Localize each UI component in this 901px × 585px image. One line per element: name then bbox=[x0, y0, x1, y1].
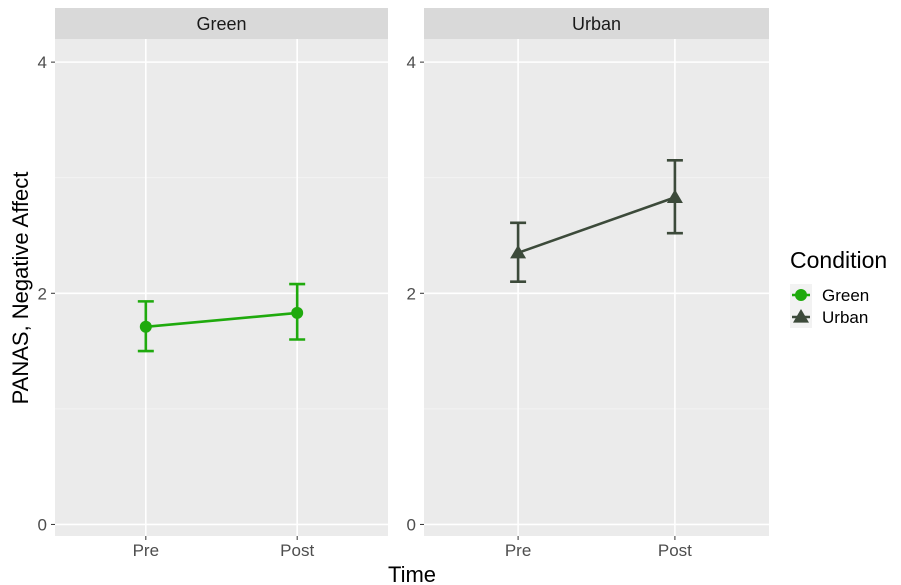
series-line-urban bbox=[517, 196, 676, 255]
legend-key-marker bbox=[795, 289, 807, 301]
data-point bbox=[666, 189, 683, 203]
y-tick-label: 0 bbox=[38, 515, 47, 534]
legend: Condition Green Urban bbox=[790, 247, 887, 328]
data-point bbox=[510, 244, 527, 259]
data-point bbox=[139, 320, 152, 333]
x-tick-label: Pre bbox=[133, 541, 159, 560]
series-line-green bbox=[145, 311, 298, 329]
legend-entries: Green Urban bbox=[790, 284, 869, 328]
legend-label: Green bbox=[822, 286, 869, 305]
legend-label: Urban bbox=[822, 308, 868, 327]
x-tick-label: Post bbox=[280, 541, 314, 560]
legend-title: Condition bbox=[790, 247, 887, 273]
strip-urban bbox=[424, 8, 769, 39]
strip-green bbox=[55, 8, 388, 39]
x-tick-label: Post bbox=[658, 541, 692, 560]
panel-urban: Urban bbox=[424, 8, 769, 536]
y-tick-label: 0 bbox=[407, 515, 416, 534]
x-axis-green: Pre Post bbox=[133, 536, 314, 560]
gridlines-urban bbox=[424, 39, 769, 536]
y-axis-urban: 0 2 4 bbox=[407, 53, 424, 534]
y-tick-label: 2 bbox=[38, 284, 47, 303]
x-axis-urban: Pre Post bbox=[505, 536, 692, 560]
y-axis-title: PANAS, Negative Affect bbox=[8, 172, 33, 405]
panel-green: Green bbox=[55, 8, 388, 536]
y-tick-label: 4 bbox=[407, 53, 416, 72]
legend-key-marker bbox=[793, 309, 809, 323]
data-point bbox=[291, 306, 304, 319]
strip-label-green: Green bbox=[196, 14, 246, 34]
y-tick-label: 2 bbox=[407, 284, 416, 303]
x-tick-label: Pre bbox=[505, 541, 531, 560]
series-urban bbox=[510, 159, 683, 284]
plot-area-green bbox=[55, 39, 388, 536]
y-tick-label: 4 bbox=[38, 53, 47, 72]
y-axis-green: 0 2 4 bbox=[38, 53, 55, 534]
series-green bbox=[137, 282, 306, 353]
plot-area-urban bbox=[424, 39, 769, 536]
strip-label-urban: Urban bbox=[572, 14, 621, 34]
x-axis-title: Time bbox=[388, 562, 436, 585]
gridlines-green bbox=[55, 39, 388, 536]
